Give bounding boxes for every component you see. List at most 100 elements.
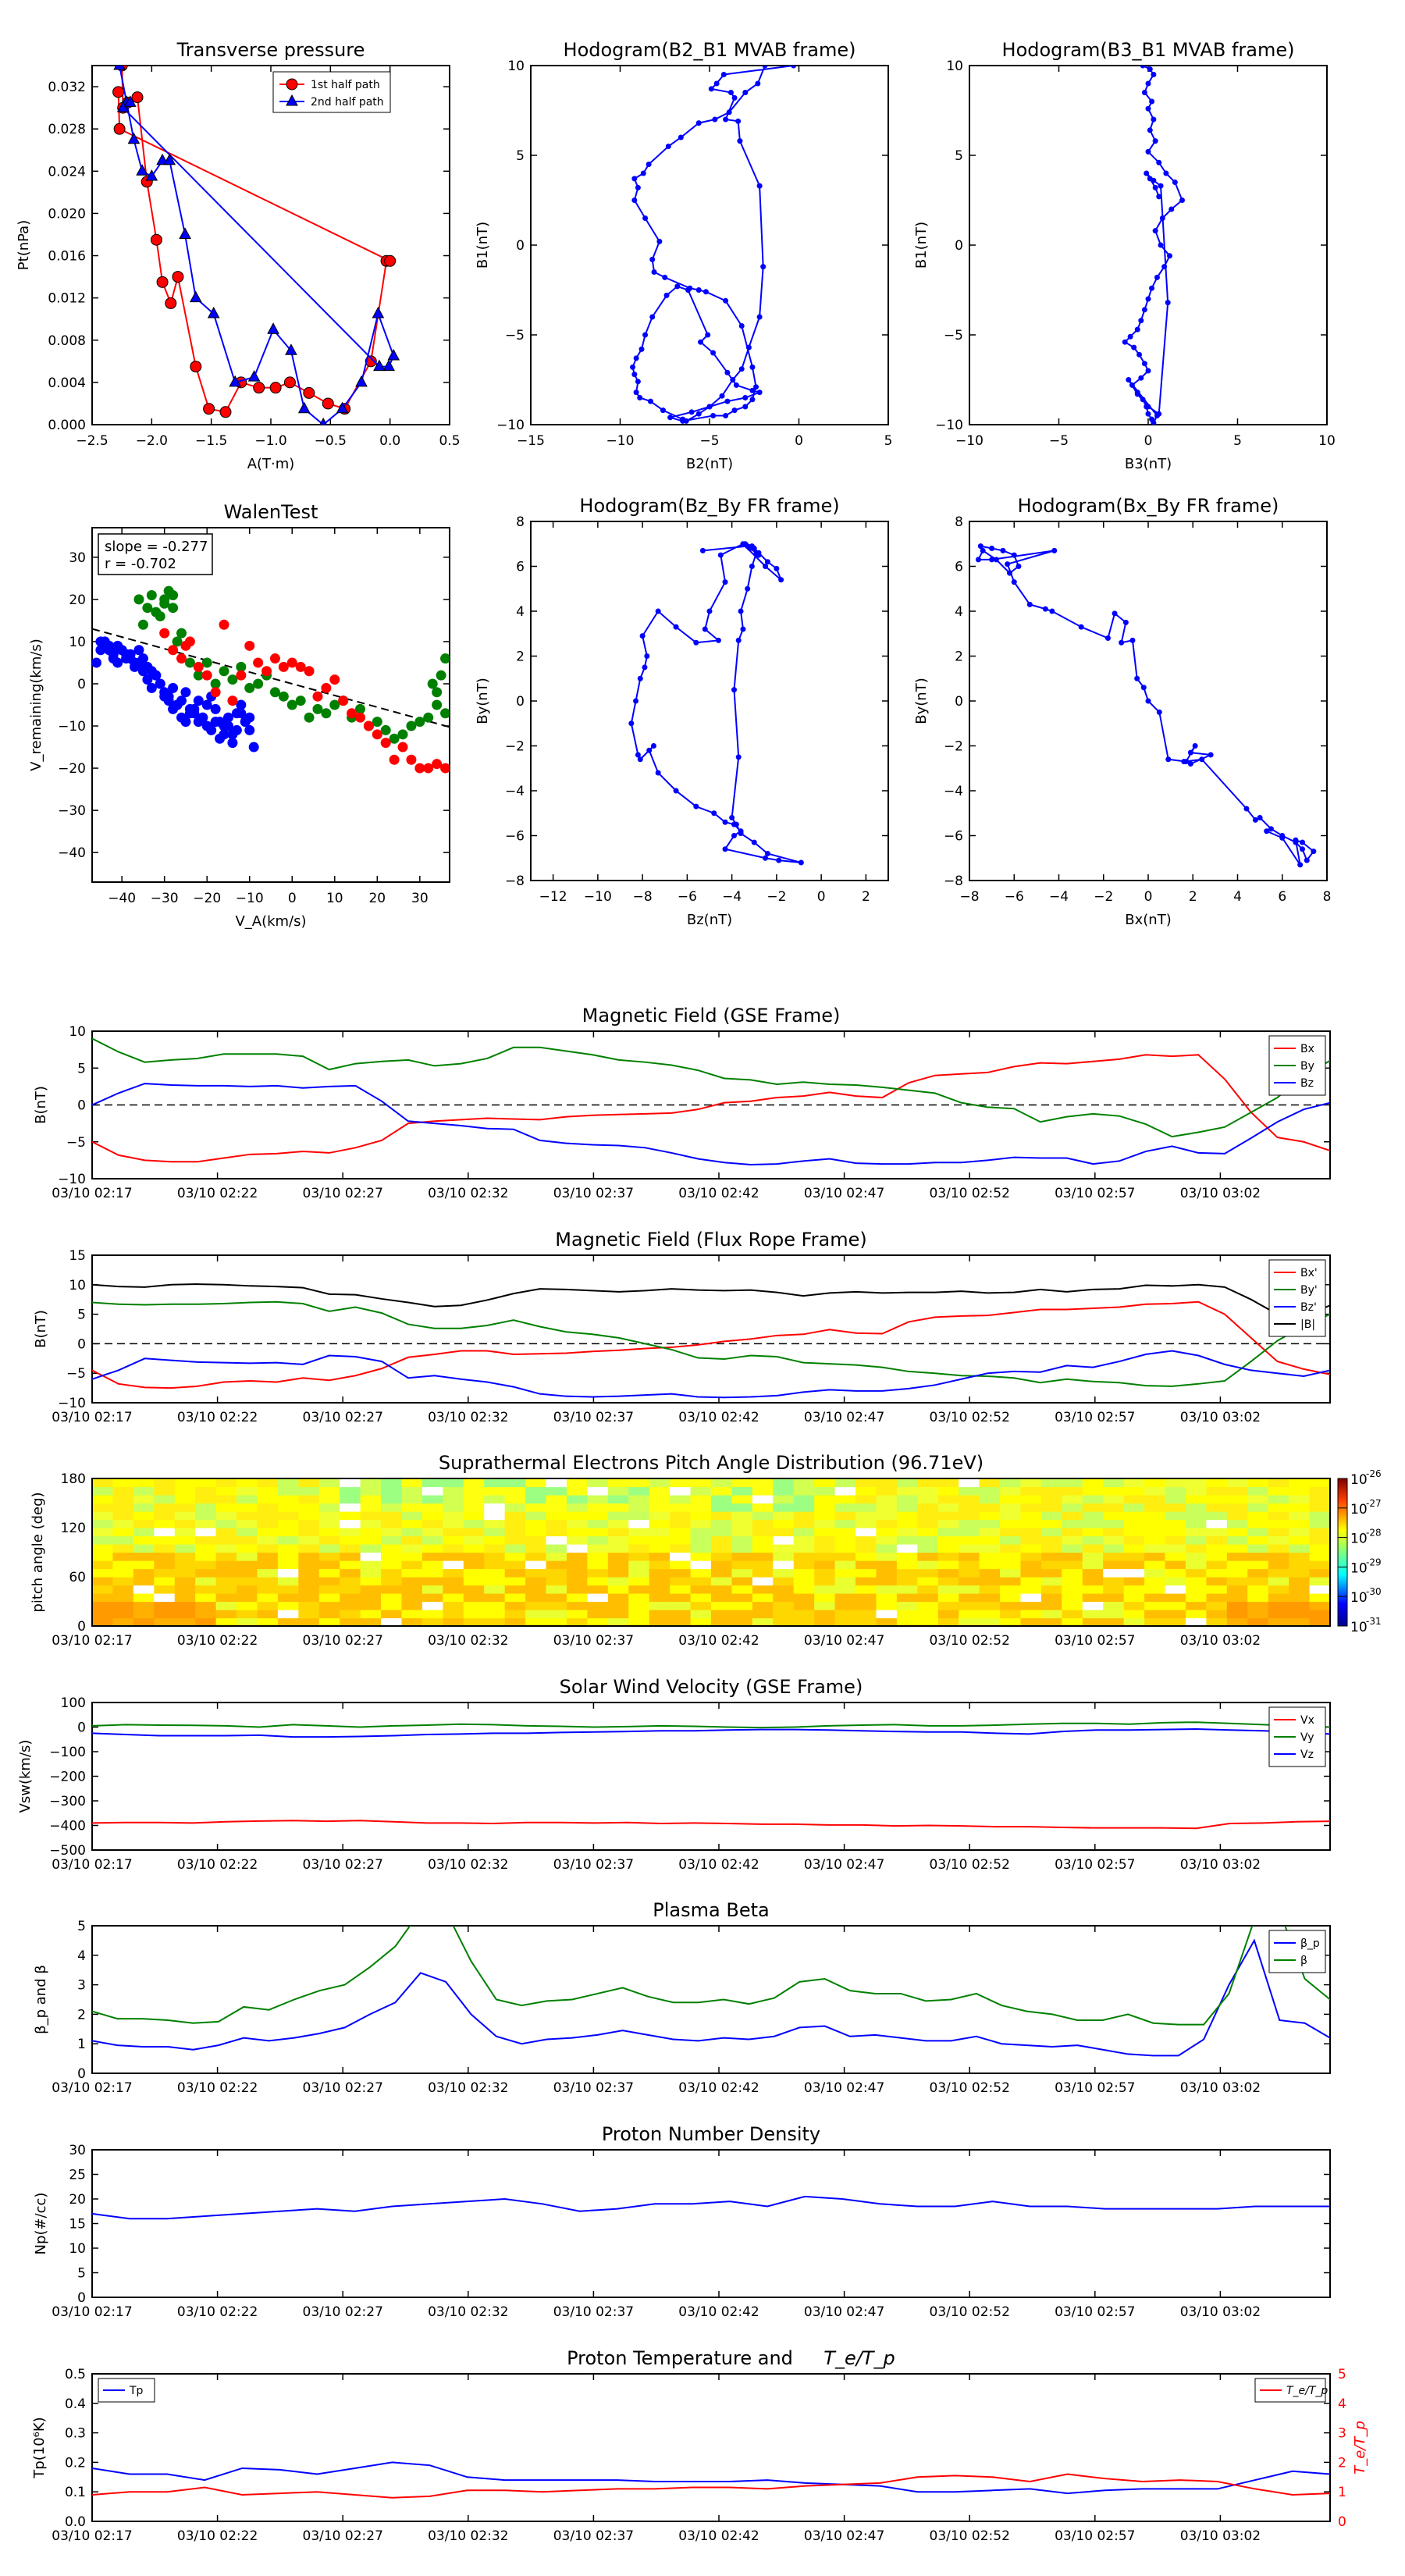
heatmap-cell [1103,1503,1125,1512]
data-point [1158,242,1164,248]
heatmap-cell [525,1486,547,1496]
heatmap-cell [112,1552,134,1561]
heatmap-cell [793,1495,815,1504]
heatmap-cell [855,1486,877,1496]
data-point [137,666,148,677]
heatmap-cell [1040,1544,1062,1553]
heatmap-cell [670,1577,692,1586]
data-point [336,401,349,414]
data-point [756,552,762,558]
heatmap-cells [92,1478,1330,1626]
x-tick-label: 03/10 02:37 [553,2080,634,2096]
data-point [1156,411,1162,417]
heatmap-cell [711,1552,733,1561]
heatmap-cell [670,1535,692,1545]
heatmap-cell [277,1528,299,1537]
heatmap-cell [834,1503,856,1512]
data-point [133,594,144,605]
heatmap-cell [237,1585,258,1594]
chart-title: Proton Temperature and [567,2347,793,2369]
data-point [222,712,233,723]
plot-frame [91,1478,1331,1627]
x-tick-label: 03/10 02:52 [930,2304,1010,2320]
heatmap-cell [1185,1478,1207,1488]
heatmap-cell [298,1577,320,1586]
data-point [1051,547,1058,553]
chart-mfr: Magnetic Field (Flux Rope Frame)−10−5051… [33,1229,1331,1425]
y-tick-label: 6 [955,560,963,575]
chart-tp2: Proton Temperature and0.00.10.20.30.40.5… [31,2347,1368,2544]
heatmap-cell [154,1552,176,1561]
heatmap-cell [773,1560,795,1570]
heatmap-cell [112,1486,134,1496]
heatmap-cell [1000,1519,1022,1528]
data-point [695,120,702,126]
colorbar-label: 10 [1350,1560,1368,1576]
heatmap-cell [628,1535,650,1545]
heatmap-cell [257,1486,279,1496]
heatmap-cell [546,1511,567,1521]
heatmap-cell [318,1495,340,1504]
heatmap-cell [174,1610,196,1619]
heatmap-cell [711,1519,733,1528]
heatmap-cell [566,1495,588,1504]
series-line-Bx-By [976,545,1315,866]
heatmap-cell [1144,1478,1166,1488]
heatmap-cell [1289,1593,1311,1603]
heatmap-cell [1144,1544,1166,1553]
heatmap-cell [381,1560,403,1570]
colorbar-label: 10 [1350,1590,1368,1606]
heatmap-cell [215,1552,237,1561]
y-tick-label: −10 [935,418,963,433]
heatmap-cell [463,1519,485,1528]
heatmap-cell [422,1617,443,1626]
heatmap-cell [504,1568,526,1578]
heatmap-cell [1082,1593,1104,1603]
heatmap-cell [1040,1568,1062,1578]
heatmap-cell [484,1560,506,1570]
data-point [189,290,202,303]
heatmap-cell [1268,1519,1289,1528]
heatmap-cell [587,1528,609,1537]
heatmap-cell [154,1544,176,1553]
heatmap-cell [896,1544,918,1553]
heatmap-cell [133,1544,155,1553]
plot-frame [91,65,450,425]
heatmap-cell [690,1528,712,1537]
heatmap-cell [628,1601,650,1610]
heatmap-cell [917,1577,939,1586]
heatmap-cell [690,1519,712,1528]
y2-tick-label: 4 [1338,2396,1346,2412]
data-point [1297,862,1304,868]
heatmap-cell [1062,1568,1083,1578]
heatmap-cell [381,1503,403,1512]
legend-label: By [1300,1060,1314,1073]
chart-h4: Hodogram(Bx_By FR frame)−8−6−4−202468−8−… [913,495,1331,928]
data-point [680,418,686,424]
heatmap-cell [1144,1486,1166,1496]
heatmap-cell [937,1552,959,1561]
heatmap-cell [711,1610,733,1619]
heatmap-cell [1309,1535,1330,1545]
heatmap-cell [318,1503,340,1512]
data-point [1138,375,1144,381]
x-axis-label: B3(nT) [1125,456,1172,472]
heatmap-cell [1062,1585,1083,1594]
heatmap-cell [876,1610,898,1619]
heatmap-cell [484,1519,506,1528]
heatmap-cell [1185,1535,1207,1545]
data-point [649,256,656,262]
heatmap-cell [959,1544,980,1553]
data-point [710,350,717,356]
heatmap-cell [566,1585,588,1594]
data-point [365,355,377,368]
heatmap-cell [896,1535,918,1545]
heatmap-cell [876,1593,898,1603]
heatmap-cell [112,1585,134,1594]
data-point [710,413,717,418]
heatmap-cell [670,1503,692,1512]
heatmap-cell [670,1617,692,1626]
heatmap-cell [793,1585,815,1594]
heatmap-cell [133,1617,155,1626]
